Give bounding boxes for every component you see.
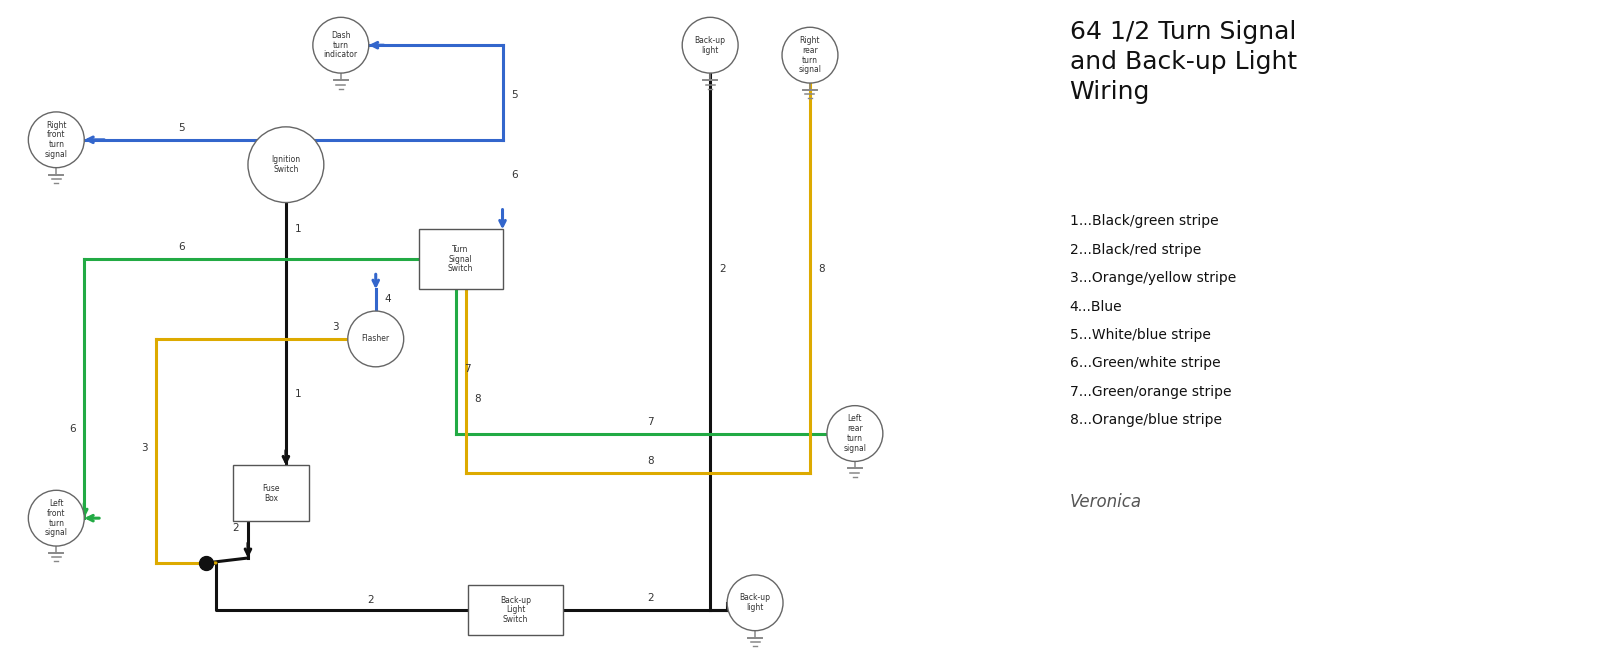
Text: 3...Orange/yellow stripe: 3...Orange/yellow stripe [1069, 271, 1235, 285]
Circle shape [29, 112, 85, 167]
Text: 8: 8 [474, 394, 482, 404]
Text: 8: 8 [819, 264, 826, 275]
Text: 7...Green/orange stripe: 7...Green/orange stripe [1069, 385, 1230, 398]
Text: 8: 8 [646, 456, 653, 467]
Text: Right
front
turn
signal: Right front turn signal [45, 121, 67, 159]
Text: Back-up
light: Back-up light [694, 36, 726, 55]
Text: 64 1/2 Turn Signal
and Back-up Light
Wiring: 64 1/2 Turn Signal and Back-up Light Wir… [1069, 20, 1296, 104]
Text: 1...Black/green stripe: 1...Black/green stripe [1069, 214, 1218, 228]
Text: 2: 2 [718, 264, 725, 275]
Circle shape [248, 127, 323, 202]
Text: 6...Green/white stripe: 6...Green/white stripe [1069, 356, 1221, 371]
Text: Flasher: Flasher [362, 334, 390, 343]
Circle shape [682, 18, 738, 73]
FancyBboxPatch shape [419, 229, 502, 289]
Text: 8...Orange/blue stripe: 8...Orange/blue stripe [1069, 413, 1221, 427]
Text: Turn
Signal
Switch: Turn Signal Switch [448, 245, 474, 273]
Text: Veronica: Veronica [1069, 493, 1142, 511]
Text: Dash
turn
indicator: Dash turn indicator [323, 31, 358, 60]
Text: Left
rear
turn
signal: Left rear turn signal [843, 415, 867, 452]
Circle shape [726, 575, 782, 631]
Circle shape [29, 490, 85, 546]
Circle shape [827, 406, 883, 461]
Circle shape [782, 27, 838, 83]
Text: 5: 5 [178, 123, 184, 133]
FancyBboxPatch shape [234, 465, 309, 521]
Text: 6: 6 [178, 242, 184, 252]
Text: 5: 5 [510, 90, 518, 100]
Text: 2: 2 [232, 523, 240, 533]
Text: Left
front
turn
signal: Left front turn signal [45, 499, 67, 537]
Circle shape [347, 311, 403, 367]
Text: Right
rear
turn
signal: Right rear turn signal [798, 36, 821, 74]
Text: 6: 6 [510, 169, 518, 180]
Text: 1: 1 [294, 225, 301, 234]
Text: 2: 2 [646, 593, 653, 603]
Text: Back-up
light: Back-up light [739, 593, 771, 612]
Text: 4...Blue: 4...Blue [1069, 300, 1122, 313]
Text: 7: 7 [464, 364, 470, 374]
Text: 3: 3 [141, 443, 147, 454]
Text: 3: 3 [333, 322, 339, 332]
Text: 1: 1 [294, 389, 301, 398]
Text: 7: 7 [646, 417, 653, 426]
Circle shape [314, 18, 368, 73]
Text: 6: 6 [69, 424, 75, 434]
Text: 2...Black/red stripe: 2...Black/red stripe [1069, 243, 1200, 257]
Text: Fuse
Box: Fuse Box [262, 484, 280, 502]
Text: Back-up
Light
Switch: Back-up Light Switch [499, 596, 531, 624]
Text: 5...White/blue stripe: 5...White/blue stripe [1069, 328, 1211, 342]
Text: 2: 2 [368, 595, 374, 605]
Text: 4: 4 [384, 294, 390, 304]
Text: Ignition
Switch: Ignition Switch [272, 155, 301, 174]
FancyBboxPatch shape [467, 585, 563, 635]
